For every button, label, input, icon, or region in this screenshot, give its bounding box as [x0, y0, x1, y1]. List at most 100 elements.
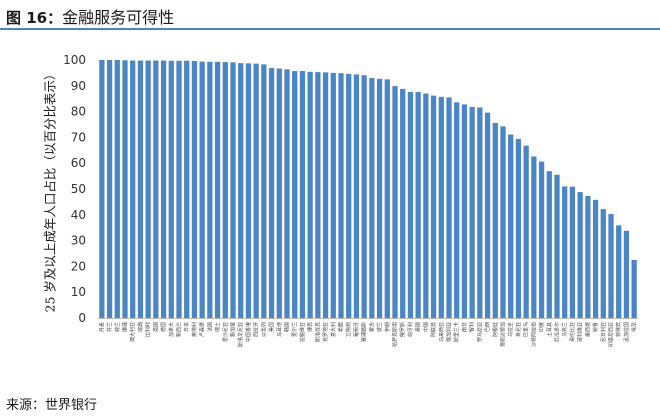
- bar: [292, 71, 298, 318]
- bar: [585, 195, 591, 318]
- y-tick-label: 70: [71, 130, 86, 144]
- x-tick-label: 智利: [469, 322, 476, 332]
- y-tick-label: 20: [71, 259, 86, 273]
- x-tick-label: 葡萄牙: [353, 322, 360, 337]
- bar: [315, 72, 321, 318]
- bar: [577, 192, 583, 318]
- x-tick-label: 卢森堡: [199, 322, 206, 337]
- bar: [207, 61, 213, 319]
- x-tick-label: 希腊: [338, 322, 345, 332]
- x-tick-label: 芬兰: [106, 322, 113, 332]
- x-tick-label: 沙特阿拉伯: [530, 322, 537, 347]
- x-tick-label: 尼日利亚: [600, 322, 607, 342]
- x-tick-label: 巴拿马: [523, 322, 530, 337]
- bar: [222, 62, 228, 319]
- x-tick-label: 罗马尼亚: [476, 322, 483, 342]
- x-tick-label: 土耳其: [546, 322, 553, 337]
- bar: [238, 63, 244, 318]
- figure-number: 图 16：: [6, 9, 63, 27]
- x-tick-label: 立陶宛: [345, 322, 352, 337]
- x-tick-label: 马耳他: [276, 322, 283, 337]
- bar: [554, 174, 560, 318]
- x-tick-label: 波兰: [376, 322, 383, 332]
- x-tick-label: 丹麦: [98, 322, 105, 332]
- x-tick-label: 蒙古: [368, 322, 375, 332]
- y-tick-label: 80: [71, 105, 86, 119]
- y-tick-label: 60: [71, 156, 86, 170]
- source-note: 来源：世界银行: [6, 398, 98, 413]
- x-tick-label: 日本: [183, 322, 190, 332]
- bar: [531, 156, 537, 318]
- bar: [623, 230, 630, 318]
- x-tick-label: 新西兰: [176, 322, 183, 337]
- x-tick-label: 英国: [152, 322, 159, 332]
- bar: [214, 61, 221, 319]
- x-tick-label: 以色列: [260, 322, 267, 337]
- bar: [415, 91, 421, 319]
- bar: [153, 60, 159, 319]
- bar: [423, 93, 429, 318]
- bar: [137, 60, 144, 319]
- bar: [569, 186, 576, 318]
- x-tick-label: 爱沙尼亚: [222, 322, 229, 342]
- bar: [430, 95, 437, 318]
- bar-chart: 0 10 20 30 40 50 60 70 80 90 100 丹麦 芬兰 荷兰 挪威 澳大利亚 瑞典 比利时…: [63, 53, 638, 347]
- x-tick-label: 保加利亚: [446, 322, 453, 342]
- bar: [469, 106, 475, 319]
- x-tick-label: 哥伦比亚: [569, 322, 576, 342]
- y-tick-label: 50: [71, 182, 86, 196]
- bar: [122, 60, 128, 318]
- x-tick-label: 比利时: [145, 322, 152, 337]
- y-tick-label: 0: [78, 311, 86, 325]
- x-tick-label: 菲律宾: [615, 322, 622, 337]
- bar: [608, 214, 614, 318]
- bar: [592, 199, 599, 318]
- x-tick-label: 俄罗斯: [399, 322, 406, 337]
- bar: [361, 75, 367, 318]
- x-tick-label: 挪威: [122, 322, 129, 332]
- x-tick-label: 法国: [206, 322, 213, 332]
- y-tick-label: 10: [71, 285, 86, 299]
- bar: [184, 60, 190, 319]
- x-tick-label: 中国香港: [245, 322, 252, 342]
- bar: [369, 78, 375, 318]
- bar: [484, 112, 491, 318]
- bar: [114, 60, 120, 318]
- x-tick-label: 马来西亚: [438, 322, 445, 342]
- x-tick-label: 巴西: [485, 322, 491, 332]
- bar: [376, 78, 383, 318]
- bar: [353, 74, 360, 318]
- x-tick-label: 德国: [160, 322, 167, 332]
- x-tick-label: 印度尼西亚: [608, 322, 615, 347]
- x-tick-label: 孟加拉国: [623, 322, 630, 342]
- x-tick-label: 塞浦路斯: [361, 322, 368, 342]
- bar: [268, 68, 275, 318]
- bar: [523, 145, 529, 318]
- y-axis-title: 25 岁及以上成年人口占比（以百分比表示）: [42, 67, 58, 313]
- bar: [538, 161, 545, 318]
- y-axis: 0 10 20 30 40 50 60 70 80 90 100: [63, 53, 638, 325]
- bar: [384, 79, 390, 318]
- x-tick-label: 哈萨克斯坦: [392, 322, 399, 347]
- x-tick-label: 厄瓜多尔: [554, 322, 561, 342]
- x-tick-label: 澳大利亚: [129, 322, 136, 342]
- bar: [145, 60, 151, 319]
- bar: [199, 61, 205, 319]
- bar: [546, 171, 552, 318]
- x-axis-labels: 丹麦 芬兰 荷兰 挪威 澳大利亚 瑞典 比利时 英国 德国 加拿大 新西兰 日本 奥地利 卢森堡 法国 瑞士爱…: [98, 322, 637, 347]
- x-tick-label: 伊朗: [384, 322, 391, 332]
- bars: [99, 60, 637, 319]
- x-tick-label: 墨西哥: [585, 322, 591, 337]
- y-tick-label: 100: [63, 53, 86, 67]
- x-tick-label: 加拿大: [168, 322, 175, 337]
- x-tick-label: 泰国: [415, 322, 422, 332]
- x-tick-label: 斯洛伐克: [314, 322, 321, 342]
- figure-title: 图 16：金融服务可得性: [6, 4, 174, 28]
- bar: [330, 72, 336, 319]
- x-tick-label: 阿根廷: [492, 322, 499, 337]
- bar: [284, 69, 290, 318]
- x-tick-label: 玻利维亚: [577, 322, 584, 342]
- bar: [276, 68, 282, 318]
- y-tick-label: 40: [71, 208, 86, 222]
- x-tick-label: 肯尼亚: [515, 322, 522, 337]
